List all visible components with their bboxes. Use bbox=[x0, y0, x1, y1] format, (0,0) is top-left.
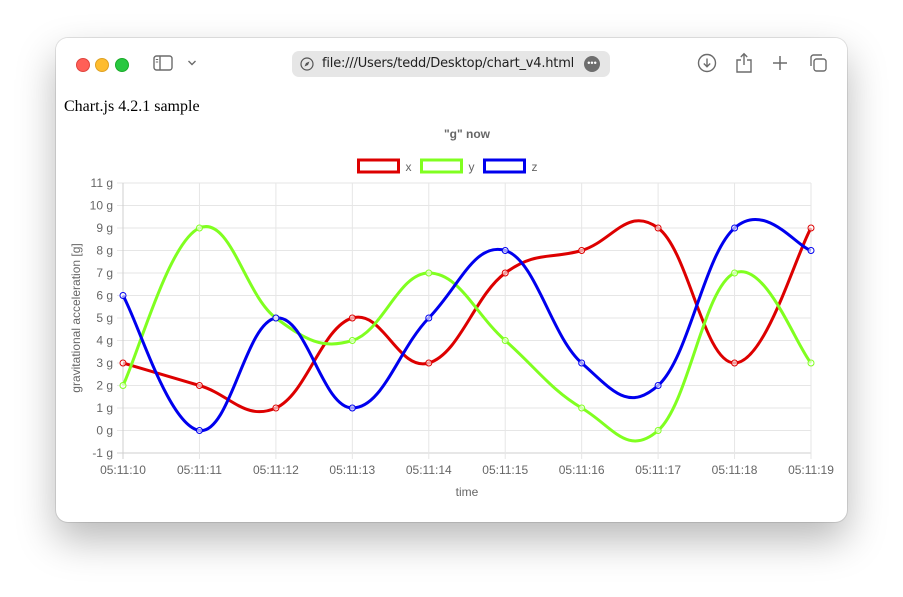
data-point-x bbox=[195, 382, 203, 389]
x-tick-label: 05:11:13 bbox=[329, 463, 375, 477]
data-point-y bbox=[578, 404, 586, 412]
y-tick-label: 4 g bbox=[96, 334, 113, 348]
y-tick-label: -1 g bbox=[92, 446, 113, 460]
y-tick-label: 11 g bbox=[91, 176, 113, 190]
data-point-z bbox=[272, 314, 280, 322]
chart-title: "g" now bbox=[444, 127, 491, 141]
data-point-z bbox=[195, 427, 203, 434]
data-point-y bbox=[731, 269, 739, 277]
y-tick-label: 6 g bbox=[96, 289, 113, 303]
legend-label: z bbox=[532, 160, 538, 174]
x-tick-label: 05:11:17 bbox=[635, 463, 681, 477]
x-tick-label: 05:11:11 bbox=[177, 463, 222, 477]
data-point-x bbox=[731, 359, 739, 367]
data-point-y bbox=[425, 269, 433, 277]
data-point-z bbox=[348, 404, 356, 412]
data-point-z bbox=[731, 224, 739, 232]
browser-toolbar: file:///Users/tedd/Desktop/chart_v4.html… bbox=[56, 38, 847, 90]
x-tick-label: 05:11:12 bbox=[253, 463, 299, 477]
y-tick-label: 2 g bbox=[96, 379, 113, 393]
address-url: file:///Users/tedd/Desktop/chart_v4.html bbox=[322, 56, 575, 71]
x-tick-label: 05:11:19 bbox=[788, 463, 834, 477]
download-icon[interactable] bbox=[697, 53, 717, 73]
data-point-y bbox=[654, 427, 662, 434]
close-window-button[interactable] bbox=[76, 58, 90, 72]
data-point-y bbox=[501, 337, 509, 344]
page-heading: Chart.js 4.2.1 sample bbox=[64, 98, 200, 115]
y-tick-label: 8 g bbox=[96, 244, 113, 258]
legend-swatch bbox=[483, 158, 526, 174]
x-tick-label: 05:11:14 bbox=[406, 463, 452, 477]
data-point-x bbox=[348, 314, 356, 322]
y-tick-label: 5 g bbox=[96, 311, 113, 325]
data-point-x bbox=[272, 404, 280, 412]
data-point-y bbox=[195, 224, 203, 232]
legend-label: y bbox=[469, 160, 475, 174]
line-chart: 11 g 10 g 9 g 8 g 7 g 6 g 5 g 4 g 3 g 2 g 1 g 0 g -1… bbox=[69, 127, 834, 499]
y-tick-label: 1 g bbox=[96, 401, 113, 415]
data-point-x bbox=[425, 359, 433, 367]
data-point-y bbox=[348, 337, 356, 344]
data-point-x bbox=[807, 224, 815, 232]
zoom-window-button[interactable] bbox=[115, 58, 129, 72]
data-point-x bbox=[501, 269, 509, 277]
address-bar[interactable]: file:///Users/tedd/Desktop/chart_v4.html… bbox=[292, 51, 610, 77]
legend-swatch bbox=[420, 158, 463, 174]
data-point-z bbox=[119, 292, 127, 299]
minimize-window-button[interactable] bbox=[95, 58, 109, 72]
data-point-z bbox=[425, 314, 433, 322]
data-point-z bbox=[654, 382, 662, 389]
browser-window: file:///Users/tedd/Desktop/chart_v4.html… bbox=[56, 38, 847, 522]
series-line-z bbox=[121, 218, 812, 433]
legend-label: x bbox=[406, 160, 412, 174]
legend-swatch bbox=[357, 158, 400, 174]
x-tick-label: 05:11:10 bbox=[100, 463, 146, 477]
y-tick-label: 9 g bbox=[96, 221, 113, 235]
data-point-z bbox=[807, 247, 815, 254]
y-tick-label: 7 g bbox=[96, 266, 113, 280]
y-tick-label: 3 g bbox=[96, 356, 113, 370]
share-icon[interactable] bbox=[735, 52, 753, 74]
data-point-y bbox=[119, 382, 127, 389]
x-axis-title: time bbox=[456, 485, 479, 499]
x-tick-label: 05:11:18 bbox=[712, 463, 758, 477]
series-line-x bbox=[122, 219, 813, 414]
series-line-y bbox=[121, 225, 813, 443]
y-axis-title: gravitational acceleration [g] bbox=[69, 243, 83, 392]
y-tick-label: 0 g bbox=[96, 424, 113, 438]
data-point-y bbox=[807, 359, 815, 367]
sidebar-toggle-icon[interactable] bbox=[153, 55, 173, 71]
y-tick-label: 10 g bbox=[90, 199, 113, 213]
chevron-down-icon[interactable] bbox=[187, 59, 197, 67]
more-options-icon[interactable]: ••• bbox=[584, 56, 600, 72]
x-tick-label: 05:11:16 bbox=[559, 463, 605, 477]
tab-overview-icon[interactable] bbox=[808, 53, 828, 73]
data-point-x bbox=[578, 247, 586, 254]
compass-icon bbox=[300, 57, 314, 71]
new-tab-icon[interactable] bbox=[772, 55, 788, 71]
data-point-x bbox=[654, 224, 662, 232]
data-point-z bbox=[501, 247, 509, 254]
x-tick-label: 05:11:15 bbox=[482, 463, 528, 477]
data-point-z bbox=[578, 359, 586, 367]
data-point-x bbox=[119, 359, 127, 367]
